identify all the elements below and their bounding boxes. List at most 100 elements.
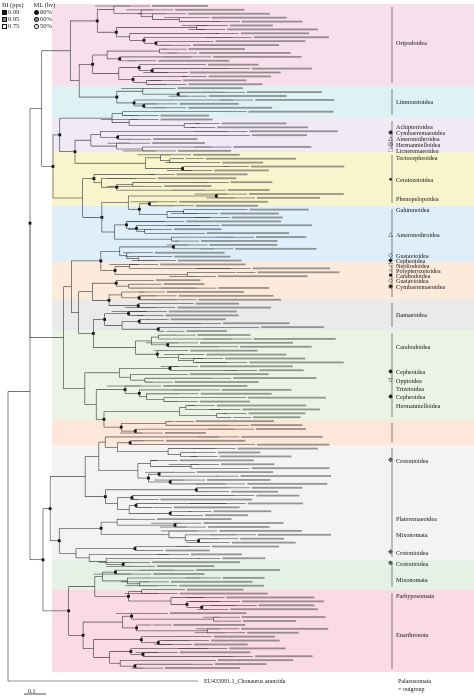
clade-symbol-icon: ✥: [387, 550, 394, 556]
outgroup-note: = outgroup: [398, 687, 425, 693]
taxon-name-line: [199, 400, 251, 403]
taxon-name-line: [241, 435, 323, 438]
taxon-name-line: [253, 338, 336, 340]
taxon-name-line: [183, 79, 247, 82]
support-node-marker: [181, 167, 184, 170]
clade-symbol-icon: ✥: [387, 458, 394, 464]
taxon-name-line: [221, 463, 275, 466]
taxon-name-line: [261, 326, 325, 329]
taxon-name-line: [256, 428, 306, 430]
taxon-name-line: [213, 635, 276, 638]
clade-label-text: Crotonioidea: [396, 561, 429, 568]
taxon-name-line: [221, 122, 287, 125]
support-legend: BI (pps) ML (bv) 0.99 80% 0.95 60% 0.75 …: [2, 2, 60, 30]
taxon-name-line: [248, 396, 326, 399]
taxon-name-line: [177, 306, 271, 309]
taxon-name-line: [209, 243, 278, 246]
legend-bi-0: 0.99: [8, 9, 20, 16]
taxon-name-line: [152, 5, 208, 7]
taxon-name-line: [163, 283, 205, 285]
support-node-marker: [194, 488, 198, 492]
taxon-name-line: [160, 263, 246, 266]
taxon-name-line: [195, 204, 259, 207]
clade-symbol-icon: ▽: [388, 263, 393, 269]
legend-bi-header: BI (pps): [2, 2, 24, 9]
clade-label: ◎ Hermannielloidea: [388, 142, 440, 149]
clade-label-text: Enarthronota: [396, 632, 429, 639]
taxon-name-line: [204, 514, 248, 517]
taxon-name-line: [256, 236, 307, 238]
clade-symbol-icon: ✥: [387, 561, 394, 567]
taxon-name-line: [188, 48, 245, 50]
taxon-name-line: [218, 275, 308, 278]
taxon-name-line: [241, 616, 326, 618]
taxon-name-line: [256, 494, 300, 497]
taxon-name-line: [190, 553, 242, 556]
taxon-name-line: [196, 471, 274, 473]
taxon-name-line: [241, 20, 303, 23]
taxon-name-line: [219, 529, 302, 532]
taxon-name-line: [216, 404, 307, 407]
taxon-name-line: [247, 482, 328, 485]
taxon-name-line: [178, 149, 232, 152]
taxon-name-line: [240, 345, 312, 348]
taxon-name-line: [213, 55, 302, 58]
taxon-name-line: [221, 388, 292, 391]
taxon-name-line: [208, 526, 270, 528]
taxon-name-line: [222, 557, 266, 560]
clade-label: ▽ Neoliodoidea: [388, 263, 429, 270]
taxon-name-line: [258, 604, 315, 607]
taxon-name-line: [231, 216, 283, 219]
taxon-name-line: [173, 506, 240, 509]
taxon-name-line: [242, 408, 320, 411]
taxon-name-line: [233, 377, 317, 379]
taxon-name-line: [251, 165, 345, 168]
taxon-name-line: [164, 185, 212, 188]
support-node-marker: [28, 221, 32, 225]
clade-label-text: Parhyposomata: [396, 593, 435, 600]
clade-label-text: Gustavioidea: [396, 253, 429, 260]
taxon-name-line: [177, 87, 243, 90]
taxon-name-line: [251, 134, 308, 137]
taxon-name-line: [225, 357, 306, 360]
clade-label: Damaeoidea: [396, 312, 427, 319]
taxon-name-line: [218, 659, 293, 662]
taxon-name-line: [233, 146, 312, 148]
clade-label-text: Cepheoidea: [396, 258, 426, 265]
taxon-name-line: [174, 255, 231, 258]
scale-bar-label: 0.1: [28, 689, 36, 695]
clade-label: ◇ Gustavioidea: [388, 253, 429, 260]
taxon-name-line: [230, 608, 318, 611]
clade-label-text: Limnozetoidea: [396, 99, 434, 106]
taxon-name-line: [157, 177, 237, 180]
taxon-name-line: [214, 663, 267, 665]
taxon-name-line: [156, 279, 201, 282]
taxon-name-line: [164, 432, 206, 434]
clade-label-text: Trizetoidea: [396, 386, 424, 393]
taxon-name-line: [169, 612, 247, 615]
clade-symbol-icon: ◆: [388, 258, 393, 264]
legend-ml-low-icon: [34, 24, 39, 29]
taxon-name-line: [173, 228, 222, 231]
clade-label-text: Galumnoidea: [396, 207, 430, 214]
legend-bi-high-icon: [2, 10, 7, 15]
taxon-name-line: [250, 424, 303, 426]
clade-label-text: Hermannielloidea: [396, 403, 441, 410]
support-node-marker: [200, 605, 204, 609]
clade-label: Limnozetoidea: [396, 99, 433, 106]
clade-symbol-icon: ◉: [387, 130, 394, 136]
taxon-name-line: [231, 490, 279, 493]
clade-label-text: Polypterozetoidea: [396, 268, 441, 275]
support-node-marker: [147, 476, 150, 480]
taxon-name-line: [240, 475, 332, 477]
taxon-name-line: [235, 247, 317, 250]
taxon-name-line: [251, 467, 330, 470]
taxon-name-line: [247, 631, 299, 634]
taxon-name-line: [223, 322, 290, 325]
clade-label: Mixonomata: [396, 532, 428, 539]
clade-label-text: Plateremaeoidea: [396, 516, 437, 523]
support-node-marker: [168, 366, 172, 370]
legend-ml-1: 60%: [40, 16, 52, 23]
clade-label: ◆ Cepheoidea: [388, 394, 425, 401]
taxon-name-line: [163, 385, 248, 387]
